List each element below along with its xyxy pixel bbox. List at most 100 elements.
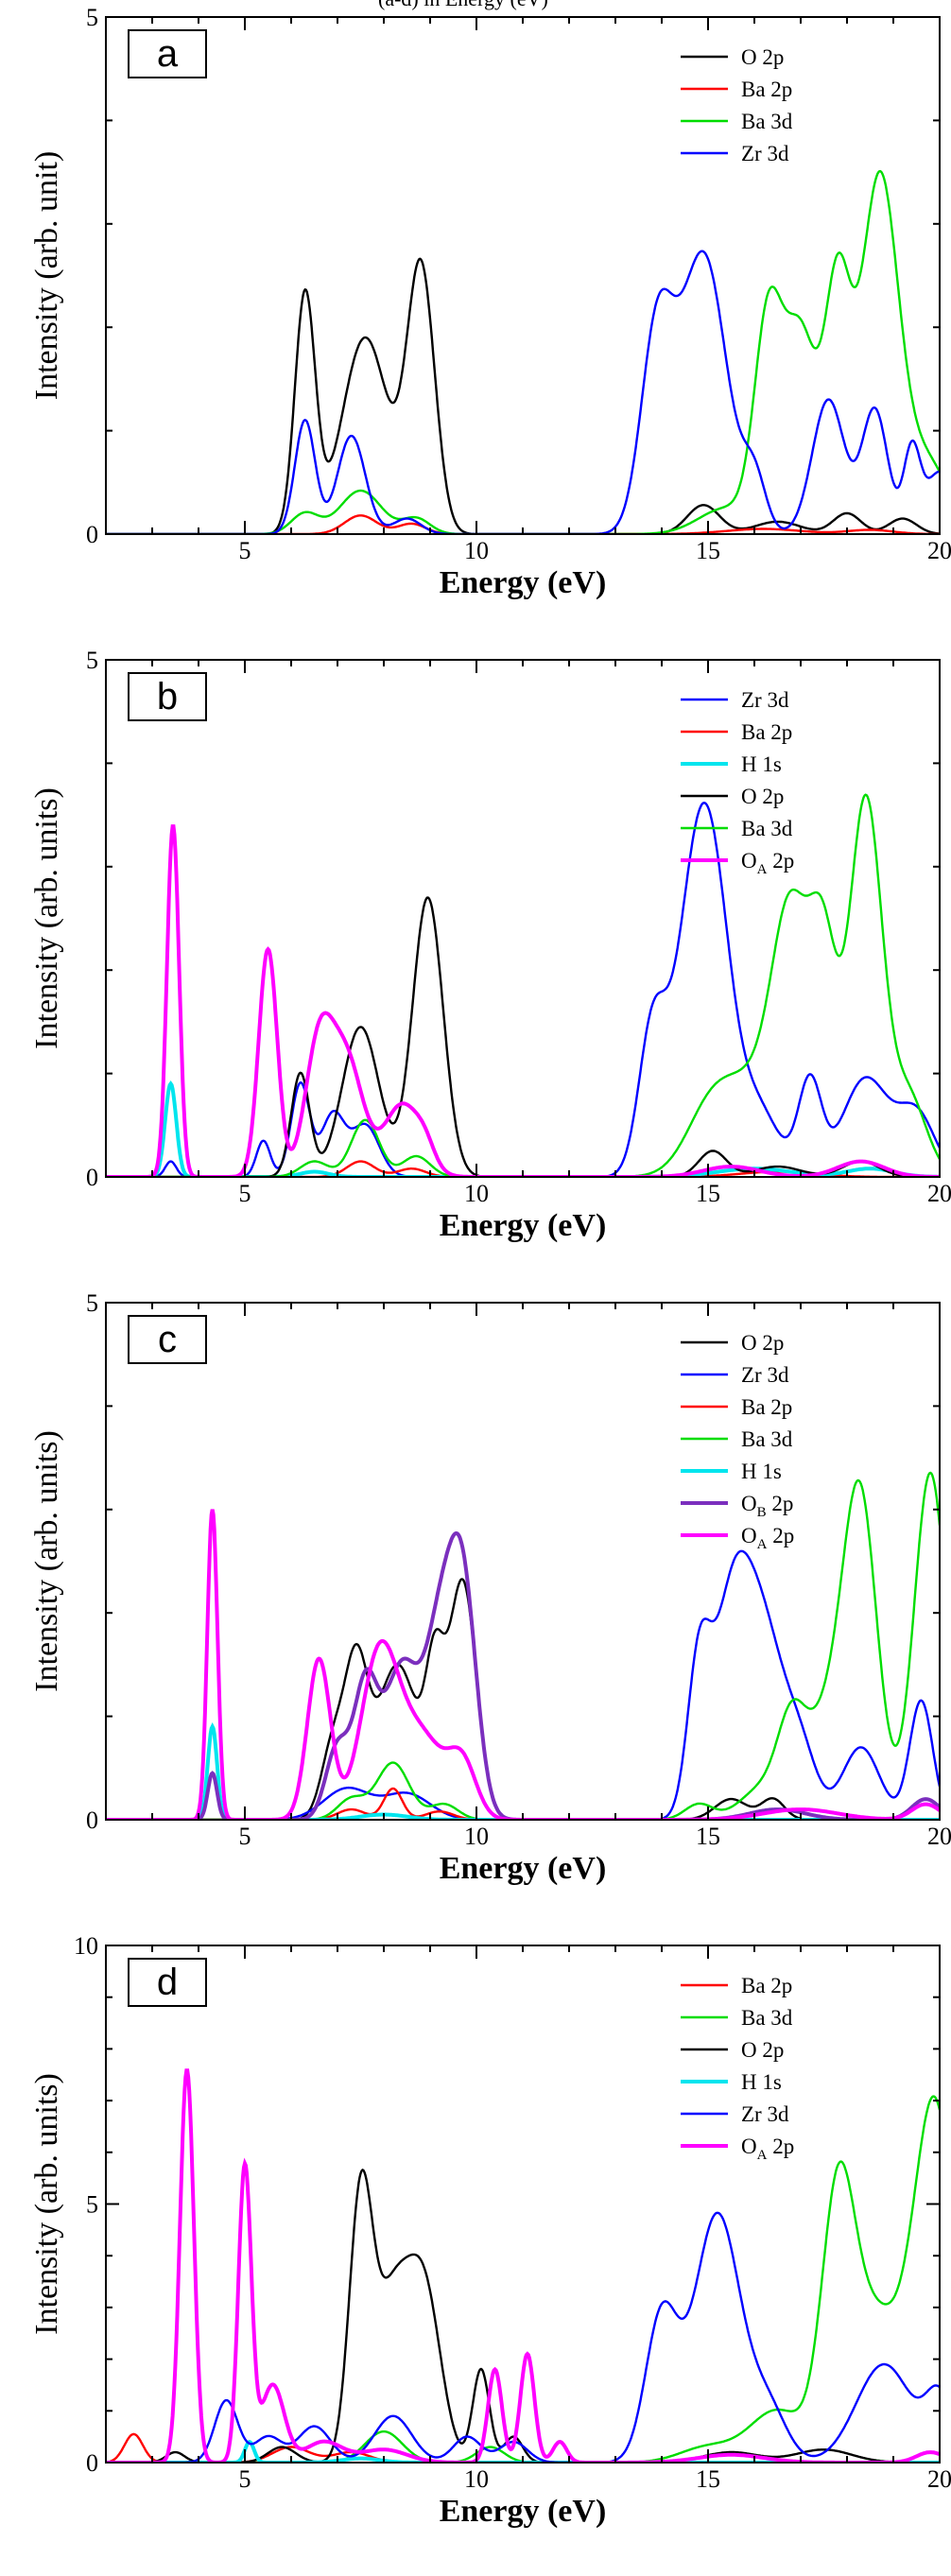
legend-name: O 2p [741,1331,784,1355]
series-line-c-0 [106,1578,940,1820]
x-tick-label: 20 [927,2465,951,2493]
legend-name: Ba 2p [741,1395,792,1419]
panel-tag-box [128,672,207,721]
chart-panel-b: 5 10 15 20 0 5 Energy (eV) Intensity (arb. unit… [0,643,951,1286]
series-line-a-2 [106,169,940,534]
series-line-b-5 [106,824,940,1177]
legend-entry: OB 2p [741,1492,793,1520]
legend-name: H 1s [741,752,782,776]
legend-suffix: 2p [767,1492,794,1515]
legend-entry: Ba 3d [741,110,793,133]
y-tick-label: 5 [86,1289,98,1317]
legend-entry: O 2p [741,2038,784,2062]
x-tick-label: 15 [696,1823,720,1850]
panel-tag-d: d [128,1958,207,2007]
legend-entry: OA 2p [741,849,794,877]
x-tick-label: 15 [696,1180,720,1207]
panel-tag-box [128,1315,207,1364]
legend-name: O 2p [741,2038,784,2062]
legend-suffix: 2p [767,1524,794,1547]
legend-name: Ba 2p [741,78,792,101]
x-tick-label: 5 [239,537,251,564]
legend-name: O 2p [741,785,784,808]
series-line-b-2 [106,1081,940,1177]
legend: Zr 3d Ba 2p H 1s O 2p Ba 3d OA 2p [681,688,794,877]
x-tick-label: 10 [464,537,489,564]
legend-entry: OA 2p [741,1524,794,1552]
x-axis-title: Energy (eV) [440,1208,607,1243]
x-axis-title: Energy (eV) [440,565,607,600]
y-axis-title: Intensity (arb. units) [29,1430,64,1692]
x-tick-label: 20 [927,537,951,564]
legend: O 2p Ba 2p Ba 3d Zr 3d [681,45,793,165]
y-tick-label: 0 [86,521,98,548]
legend-name: Zr 3d [741,1363,789,1387]
y-tick-label: 0 [86,1807,98,1834]
legend-entry: H 1s [741,1460,782,1483]
plot-frame [105,1302,941,1821]
legend-entry: Ba 2p [741,1395,792,1419]
legend-entry: Zr 3d [741,1363,789,1387]
legend-name: Ba 3d [741,110,793,133]
series-line-a-0 [106,257,940,534]
legend-entry: O 2p [741,785,784,808]
series-line-b-4 [106,793,940,1177]
y-axis-title: Intensity (arb. unit) [29,151,64,400]
legend-entry: Ba 2p [741,720,792,744]
legend-name: O [741,1492,757,1515]
panel-tag-box [128,1958,207,2007]
x-axis-title: Energy (eV) [440,1851,607,1886]
y-tick-label: 5 [86,4,98,31]
x-tick-label: 10 [464,1823,489,1850]
chart-panel-d: 5 10 15 20 0 5 10 Energy (eV) Intensity (arb. un… [0,1928,951,2571]
series-line-b-0 [106,801,940,1177]
y-tick-label: 5 [86,647,98,674]
chart-svg-b: 5 10 15 20 0 5 Energy (eV) Intensity (arb. unit… [29,647,951,1243]
legend-subscript: B [757,1505,767,1520]
x-tick-label: 15 [696,2465,720,2493]
y-tick-label: 10 [74,1932,98,1960]
x-tick-label: 20 [927,1180,951,1207]
x-tick-label: 5 [239,1180,251,1207]
legend-entry: Zr 3d [741,688,789,712]
legend-name: O [741,2135,757,2158]
x-tick-label: 20 [927,1823,951,1850]
x-tick-label: 5 [239,1823,251,1850]
legend-entry: O 2p [741,45,784,69]
plot-frame [105,16,941,535]
legend-subscript: A [757,1537,768,1552]
legend-name: O [741,849,757,873]
legend-suffix: 2p [767,2135,794,2158]
legend-entry: Ba 2p [741,1974,792,1997]
legend-entry: Zr 3d [741,2102,789,2126]
series-line-c-3 [106,1471,940,1820]
legend: Ba 2p Ba 3d O 2p H 1s Zr 3d OA 2p [681,1974,794,2163]
chart-svg-c: 5 10 15 20 0 5 Energy (eV) Intensity (arb. unit… [29,1289,951,1886]
legend-name: Zr 3d [741,688,789,712]
legend-entry: O 2p [741,1331,784,1355]
header-fragment: (a-d) in Energy (eV) [378,0,548,11]
panel-tag-text: c [158,1319,177,1360]
series-line-d-1 [106,2095,940,2463]
y-axis-title: Intensity (arb. units) [29,2073,64,2335]
legend-entry: OA 2p [741,2135,794,2163]
chart-panel-a: 5 10 15 20 0 5 Energy (eV) Intensity (arb. unit… [0,0,951,643]
legend-name: Ba 2p [741,1974,792,1997]
panel-tag-a: a [128,29,207,78]
legend-name: Ba 3d [741,1427,793,1451]
x-tick-label: 10 [464,2465,489,2493]
y-tick-label: 5 [86,2191,98,2219]
panel-tag-c: c [128,1315,207,1364]
panel-tag-text: a [157,33,179,75]
panel-tag-b: b [128,672,207,721]
legend-name: Ba 3d [741,2006,793,2030]
panel-tag-text: d [157,1962,178,2003]
legend-name: H 1s [741,1460,782,1483]
panel-tag-box [128,29,207,78]
legend-entry: Ba 3d [741,1427,793,1451]
chart-panel-c: 5 10 15 20 0 5 Energy (eV) Intensity (arb. unit… [0,1286,951,1928]
x-tick-label: 5 [239,2465,251,2493]
legend-entry: Ba 3d [741,2006,793,2030]
